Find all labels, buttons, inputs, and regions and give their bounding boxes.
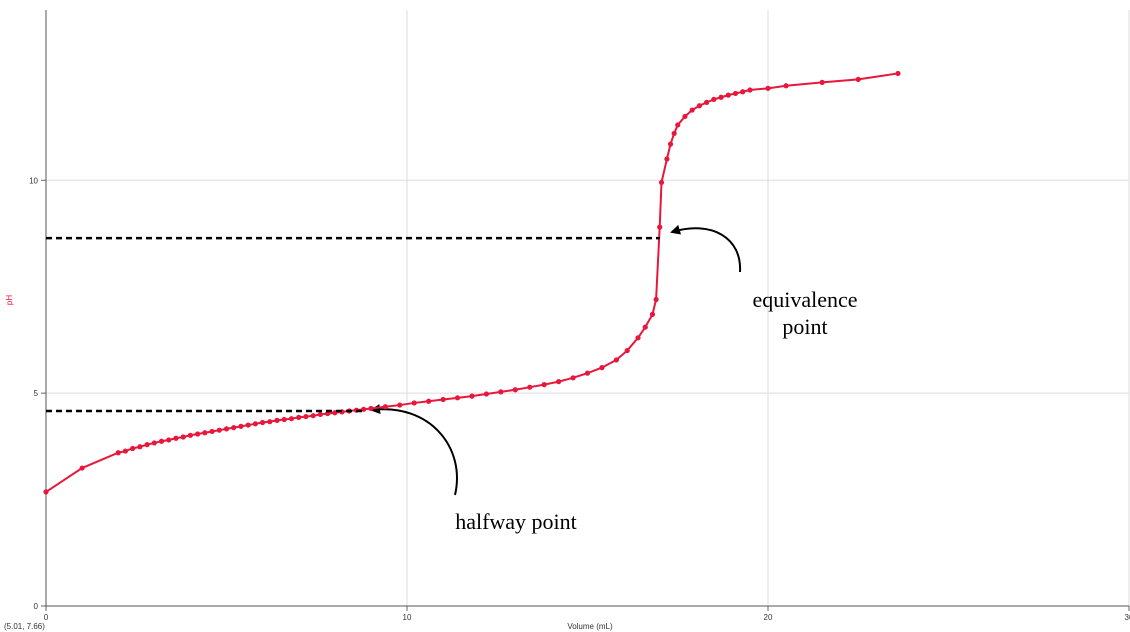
data-point [281,416,287,423]
data-point [454,395,461,401]
data-point [649,311,656,317]
data-point [216,427,222,433]
data-point [512,387,518,393]
data-point [411,400,417,406]
data-point [43,489,49,495]
data-point [310,413,316,419]
data-point [664,156,670,162]
y-tick-label: 0 [34,602,39,611]
data-point [252,421,258,427]
data-point [765,85,771,91]
data-point [570,375,576,381]
data-point [288,416,295,422]
data-point [115,450,121,456]
data-point [245,422,251,428]
data-point [137,444,143,450]
x-tick-label: 0 [44,613,49,622]
data-point [671,130,677,137]
data-point [658,179,665,186]
data-point [556,379,562,385]
annotation: point [782,314,827,339]
data-point [231,425,237,431]
data-point [267,419,273,425]
data-point [238,423,244,429]
data-point [483,391,490,397]
data-point [718,94,724,100]
data-point [783,83,789,89]
data-point [613,357,619,363]
annotation: halfway point [455,509,577,534]
data-point [130,445,136,452]
data-point [642,324,648,330]
x-tick-label: 30 [1125,613,1130,622]
data-point [296,414,302,421]
data-point [382,404,388,410]
data-point [667,141,674,147]
y-axis-label: pH [5,295,14,305]
data-point [187,432,193,438]
data-point [303,413,309,420]
data-point [704,99,710,105]
y-tick-label: 10 [29,176,38,185]
data-point [361,406,367,412]
data-point [498,389,504,395]
x-axis-label: Volume (mL) [567,622,613,631]
data-point [151,440,157,446]
data-point [855,76,861,82]
data-point [682,113,688,120]
y-tick-label: 5 [34,389,39,398]
data-point [260,419,266,426]
data-point [689,107,695,113]
arrow [370,404,458,496]
data-point [368,405,374,412]
data-point [635,335,641,341]
data-point [653,296,659,303]
data-point [527,384,533,390]
data-point [317,411,323,418]
data-point [657,224,663,230]
arrow [670,224,742,273]
data-point [624,347,630,354]
data-point [166,437,172,443]
cursor-readout: (5.01, 7.66) [4,622,45,631]
data-point [725,92,731,98]
data-point [675,122,681,128]
data-point [79,465,85,471]
data-point [541,382,547,388]
data-point [732,90,739,97]
data-point [895,70,901,77]
x-tick-label: 20 [764,613,773,622]
data-point [397,402,403,408]
data-point [426,398,432,404]
data-point [274,417,280,423]
data-point [195,431,201,437]
data-point [144,442,150,448]
data-point [469,393,475,399]
data-point [440,396,446,403]
data-point [711,96,717,102]
data-point [819,79,825,85]
data-point [158,438,165,444]
data-point [584,370,591,376]
data-point [122,448,129,454]
data-point [324,410,331,417]
data-point [599,365,605,371]
data-point [747,87,753,93]
x-tick-label: 10 [403,613,412,622]
data-line [45,72,899,493]
data-point [696,103,703,109]
data-point [209,428,215,435]
data-point [223,426,230,432]
annotation: equivalence [752,287,857,312]
data-point [173,435,179,441]
data-point [740,89,746,95]
data-point [202,430,208,436]
data-point [180,434,186,440]
